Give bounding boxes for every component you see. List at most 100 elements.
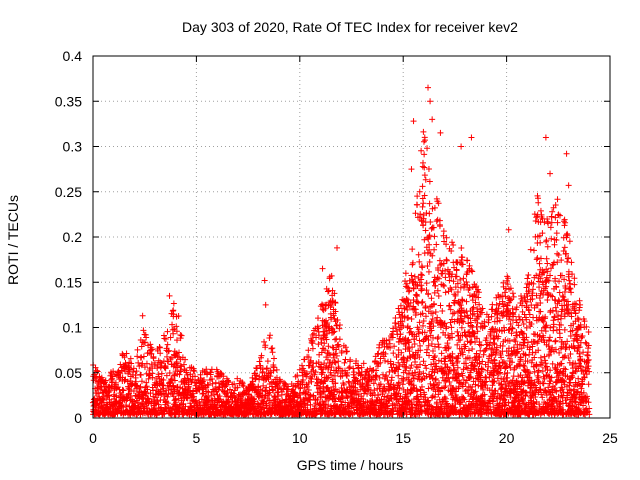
data-point [424,249,431,256]
data-point [324,375,331,382]
data-point [552,346,559,353]
data-point [528,321,535,328]
data-point [561,289,568,296]
data-point [459,296,466,303]
data-point [421,151,428,158]
data-point [428,372,435,379]
data-point [149,374,156,381]
data-point [404,284,411,291]
data-point [419,183,426,190]
data-point [566,238,573,245]
data-point [431,343,438,350]
data-point [565,273,572,280]
data-point [475,289,482,296]
data-point [549,360,556,367]
data-point [419,298,426,305]
data-point [305,347,312,354]
data-point [422,227,429,234]
data-point [416,361,423,368]
data-point [531,403,538,410]
data-point [536,232,543,239]
data-point [525,271,532,278]
data-point [454,288,461,295]
data-point [543,238,550,245]
data-point [552,365,559,372]
data-point [466,285,473,292]
data-point [231,387,238,394]
data-point [434,274,441,281]
data-point [490,378,497,385]
data-point [423,280,430,287]
data-point [553,284,560,291]
data-point [558,360,565,367]
data-point [312,400,319,407]
data-point [521,311,528,318]
data-point [572,310,579,317]
data-point [496,317,503,324]
data-point [575,316,582,323]
data-point [559,292,566,299]
data-point [542,357,549,364]
data-point [431,289,438,296]
data-point [466,332,473,339]
data-point [437,262,444,269]
data-point [512,338,519,345]
data-point [552,304,559,311]
data-point [420,200,427,207]
data-point [350,365,357,372]
data-point [431,300,438,307]
data-point [537,275,544,282]
data-point [421,164,428,171]
data-point [472,299,479,306]
data-point [260,382,267,389]
data-point [535,199,542,206]
data-point [164,341,171,348]
data-point [416,354,423,361]
data-point [520,320,527,327]
data-point [162,336,169,343]
data-point [537,354,544,361]
data-point [437,388,444,395]
data-point [339,394,346,401]
data-point [489,345,496,352]
data-point [449,310,456,317]
data-point [328,363,335,370]
data-point [539,230,546,237]
data-point [469,346,476,353]
data-point [369,398,376,405]
data-point [418,401,425,408]
data-point [364,399,371,406]
data-point [261,394,268,401]
data-point [481,379,488,386]
data-point [138,354,145,361]
data-point [553,230,560,237]
data-point [164,393,171,400]
data-point [530,247,537,254]
data-point [253,365,260,372]
data-point [554,219,561,226]
data-point [491,329,498,336]
data-point [494,311,501,318]
data-point [435,267,442,274]
data-point [301,356,308,363]
data-point [543,283,550,290]
data-point [546,334,553,341]
data-point [239,380,246,387]
data-point [321,340,328,347]
data-point [574,337,581,344]
data-point [540,291,547,298]
data-point [575,375,582,382]
data-point [519,374,526,381]
data-point [483,345,490,352]
data-point [531,354,538,361]
data-point [565,354,572,361]
data-point [499,312,506,319]
data-point [467,339,474,346]
data-point [422,362,429,369]
data-point [451,300,458,307]
data-point [450,362,457,369]
data-point [416,337,423,344]
data-point [431,246,438,253]
data-point [93,374,100,381]
data-point [547,224,554,231]
